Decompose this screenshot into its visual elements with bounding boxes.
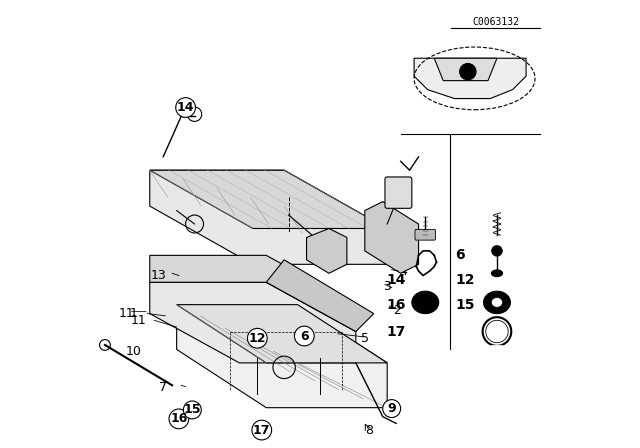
Text: 6: 6	[300, 329, 308, 343]
Text: 17: 17	[253, 423, 271, 437]
Text: 17: 17	[387, 325, 406, 340]
Circle shape	[169, 409, 189, 429]
Circle shape	[492, 246, 502, 256]
Polygon shape	[266, 260, 374, 332]
Circle shape	[176, 98, 195, 117]
Circle shape	[460, 64, 476, 80]
Polygon shape	[177, 305, 387, 363]
Polygon shape	[150, 170, 387, 228]
Text: 3: 3	[383, 280, 391, 293]
Text: 11: 11	[118, 307, 134, 320]
Ellipse shape	[492, 270, 502, 277]
FancyBboxPatch shape	[385, 177, 412, 208]
Text: 2: 2	[393, 303, 401, 317]
Text: 1: 1	[129, 307, 137, 320]
Text: 8: 8	[365, 423, 373, 437]
Text: 15: 15	[455, 297, 475, 312]
Text: 5: 5	[361, 332, 369, 345]
Text: ——: ——	[130, 307, 147, 316]
Text: 9: 9	[396, 248, 406, 263]
Circle shape	[248, 328, 267, 348]
Text: 12: 12	[248, 332, 266, 345]
Circle shape	[183, 401, 201, 419]
FancyBboxPatch shape	[415, 229, 436, 240]
Polygon shape	[177, 305, 387, 408]
Text: 16: 16	[170, 412, 188, 426]
Text: 12: 12	[455, 273, 475, 287]
Text: C0063132: C0063132	[472, 17, 519, 27]
Circle shape	[294, 326, 314, 346]
Circle shape	[252, 420, 271, 440]
Text: 4: 4	[399, 265, 407, 279]
Text: 10: 10	[126, 345, 142, 358]
Ellipse shape	[492, 297, 502, 307]
Text: 14: 14	[387, 273, 406, 287]
Text: 14: 14	[177, 101, 195, 114]
Polygon shape	[307, 228, 347, 273]
Text: 11: 11	[131, 314, 147, 327]
Polygon shape	[435, 58, 497, 81]
Polygon shape	[414, 58, 526, 99]
Ellipse shape	[412, 291, 439, 314]
Polygon shape	[365, 202, 419, 273]
Polygon shape	[150, 282, 356, 363]
Ellipse shape	[484, 291, 511, 314]
Circle shape	[383, 400, 401, 418]
Text: 16: 16	[387, 297, 406, 312]
Text: 6: 6	[455, 248, 465, 263]
Text: 13: 13	[151, 269, 166, 282]
Text: 15: 15	[184, 403, 201, 417]
Text: 9: 9	[387, 402, 396, 415]
Polygon shape	[150, 170, 387, 264]
Polygon shape	[150, 255, 356, 332]
Text: 7: 7	[159, 381, 167, 394]
